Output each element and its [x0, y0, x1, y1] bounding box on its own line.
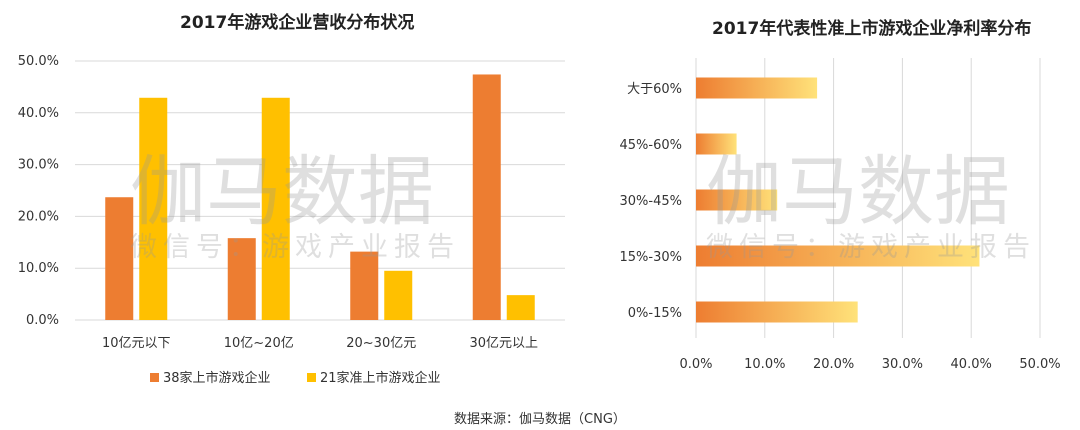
- left-x-tick-label: 10亿~20亿: [224, 336, 294, 351]
- left-bar: [105, 197, 134, 320]
- right-bar: [696, 133, 737, 155]
- right-y-tick-labels: 大于60% 45%-60% 30%-45% 15%-30% 0%-15%: [620, 82, 682, 321]
- left-x-tick-label: 20~30亿元: [346, 336, 416, 351]
- right-bar: [696, 77, 818, 99]
- right-x-tick-label: 0.0%: [679, 357, 712, 372]
- left-bar: [506, 295, 535, 320]
- right-bar: [696, 301, 858, 323]
- right-y-tick-label: 0%-15%: [628, 306, 682, 321]
- left-bar: [384, 270, 413, 320]
- left-legend: 38家上市游戏企业 21家准上市游戏企业: [150, 370, 441, 386]
- left-y-tick-label: 0.0%: [26, 313, 59, 328]
- right-x-tick-labels: 0.0% 10.0% 20.0% 30.0% 40.0% 50.0%: [679, 357, 1060, 372]
- left-y-tick-label: 10.0%: [18, 261, 59, 276]
- left-bars: [105, 74, 535, 320]
- right-bar: [696, 245, 980, 267]
- legend-label: 21家准上市游戏企业: [320, 370, 441, 386]
- watermark-tagline: 微信号：游戏产业报告: [706, 232, 1036, 263]
- watermark-brand: 伽马数据: [130, 147, 434, 236]
- right-x-tick-label: 30.0%: [882, 357, 923, 372]
- right-y-tick-label: 30%-45%: [620, 194, 682, 209]
- left-bar: [139, 97, 168, 320]
- right-x-tick-label: 40.0%: [951, 357, 992, 372]
- right-y-tick-label: 15%-30%: [620, 250, 682, 265]
- left-x-tick-label: 30亿元以上: [469, 336, 538, 351]
- right-bars: [696, 77, 980, 323]
- right-y-tick-label: 45%-60%: [620, 138, 682, 153]
- left-bar: [227, 238, 256, 320]
- right-x-tick-label: 20.0%: [813, 357, 854, 372]
- legend-swatch: [150, 373, 159, 382]
- right-y-tick-label: 大于60%: [627, 82, 682, 97]
- left-y-tick-label: 20.0%: [18, 209, 59, 224]
- left-chart-title: 2017年游戏企业营收分布状况: [180, 13, 415, 33]
- source-note: 数据来源：伽马数据（CNG）: [454, 412, 626, 427]
- right-x-tick-label: 10.0%: [744, 357, 785, 372]
- watermark-tagline: 微信号：游戏产业报告: [130, 232, 460, 263]
- left-y-tick-label: 40.0%: [18, 106, 59, 121]
- legend-label: 38家上市游戏企业: [163, 370, 271, 386]
- left-bar: [472, 74, 501, 320]
- watermarks: 伽马数据 微信号：游戏产业报告 伽马数据 微信号：游戏产业报告: [130, 147, 1036, 263]
- left-x-tick-labels: 10亿元以下 10亿~20亿 20~30亿元 30亿元以上: [102, 336, 538, 351]
- right-bar: [696, 189, 778, 211]
- watermark-brand: 伽马数据: [706, 147, 1010, 236]
- left-y-tick-label: 30.0%: [18, 158, 59, 173]
- left-bar: [261, 97, 290, 320]
- right-chart-title: 2017年代表性准上市游戏企业净利率分布: [712, 19, 1032, 39]
- left-x-tick-label: 10亿元以下: [102, 336, 171, 351]
- right-x-tick-label: 50.0%: [1019, 357, 1060, 372]
- legend-swatch: [307, 373, 316, 382]
- left-y-tick-labels: 0.0% 10.0% 20.0% 30.0% 40.0% 50.0%: [18, 54, 59, 328]
- left-y-tick-label: 50.0%: [18, 54, 59, 69]
- left-bar: [350, 251, 379, 320]
